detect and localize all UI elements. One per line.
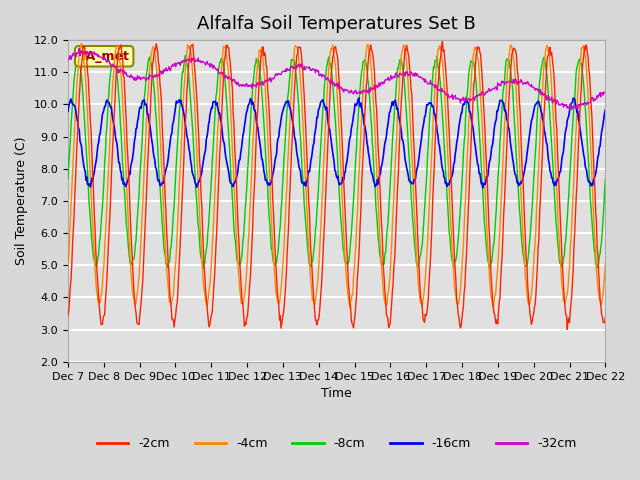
Text: TA_met: TA_met: [79, 50, 130, 63]
Legend: -2cm, -4cm, -8cm, -16cm, -32cm: -2cm, -4cm, -8cm, -16cm, -32cm: [92, 432, 582, 456]
Y-axis label: Soil Temperature (C): Soil Temperature (C): [15, 137, 28, 265]
Title: Alfalfa Soil Temperatures Set B: Alfalfa Soil Temperatures Set B: [197, 15, 476, 33]
X-axis label: Time: Time: [321, 387, 352, 400]
